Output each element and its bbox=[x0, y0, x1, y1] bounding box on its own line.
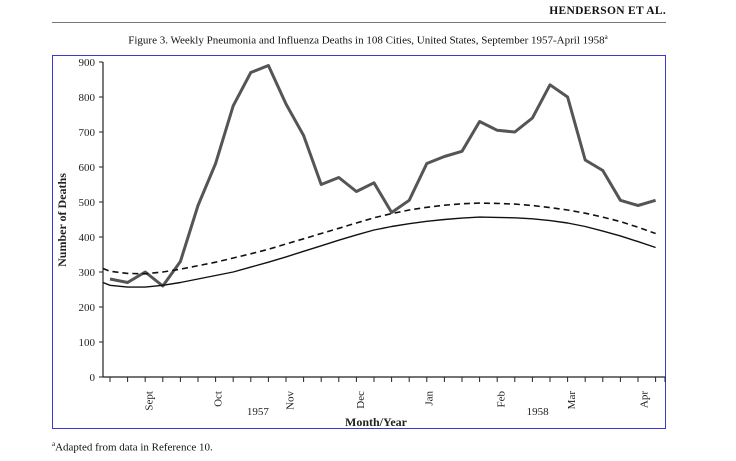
y-tick-label: 700 bbox=[79, 127, 96, 139]
y-tick-label: 0 bbox=[90, 372, 96, 384]
month-label: Oct bbox=[212, 391, 224, 407]
month-label: Sept bbox=[144, 391, 156, 411]
figure-caption: Figure 3. Weekly Pneumonia and Influenza… bbox=[0, 33, 736, 47]
y-tick-label: 500 bbox=[79, 197, 96, 209]
y-axis-label: Number of Deaths bbox=[55, 173, 69, 267]
month-label: Feb bbox=[496, 391, 508, 408]
month-label: Nov bbox=[285, 391, 297, 410]
y-tick-label: 900 bbox=[79, 57, 96, 69]
y-tick-label: 400 bbox=[79, 232, 96, 244]
running-head: HENDERSON ET AL. bbox=[549, 5, 666, 17]
series-lines bbox=[102, 64, 657, 288]
figure-frame bbox=[52, 55, 666, 429]
footnote-marker: a bbox=[52, 440, 56, 448]
month-label: Apr bbox=[638, 391, 650, 408]
caption-marker: a bbox=[604, 33, 608, 41]
epidemic-threshold-line bbox=[102, 202, 656, 275]
footnote-text: Adapted from data in Reference 10. bbox=[55, 441, 213, 454]
y-tick-label: 200 bbox=[79, 302, 96, 314]
x-axis-label: Month/Year bbox=[345, 415, 408, 429]
caption-text: Figure 3. Weekly Pneumonia and Influenza… bbox=[128, 34, 605, 47]
year-label: 1958 bbox=[527, 406, 550, 418]
y-tick-label: 600 bbox=[79, 162, 96, 174]
footnote: aAdapted from data in Reference 10. bbox=[52, 440, 213, 454]
month-label: Mar bbox=[566, 391, 578, 410]
observed-deaths-line bbox=[109, 64, 657, 288]
y-tick-label: 100 bbox=[79, 337, 96, 349]
baseline-line bbox=[102, 216, 656, 288]
axes: 0 100 200 300 400 500 600 700 800 900 Sept Oct Nov De… bbox=[79, 57, 666, 418]
y-tick-label: 300 bbox=[79, 267, 96, 279]
month-label: Dec bbox=[355, 391, 367, 409]
month-label: Jan bbox=[424, 391, 436, 406]
year-label: 1957 bbox=[247, 406, 270, 418]
y-tick-label: 800 bbox=[79, 92, 96, 104]
header-rule bbox=[52, 22, 666, 23]
